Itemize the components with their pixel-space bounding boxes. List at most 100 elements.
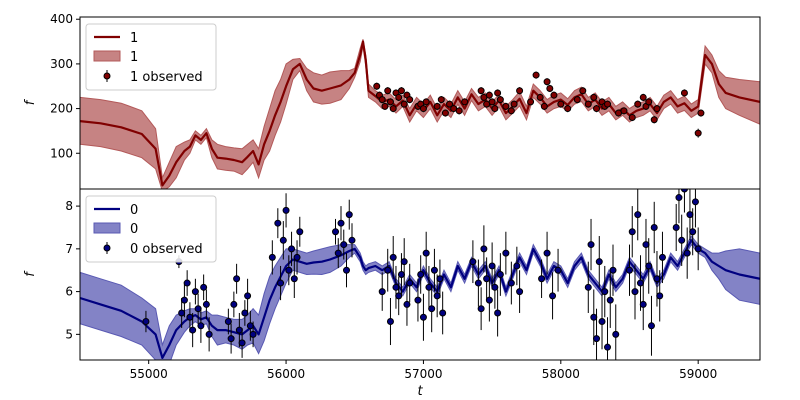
observed-point [639, 93, 647, 101]
observed-point [516, 288, 524, 296]
observed-point [373, 82, 381, 90]
observed-point [647, 322, 655, 330]
observed-point [606, 296, 614, 304]
observed-point [227, 335, 235, 343]
observed-point [550, 91, 558, 99]
legend-band-swatch [93, 50, 121, 62]
x-tick-label: 55000 [130, 367, 168, 381]
observed-point [658, 253, 666, 261]
observed-point [417, 271, 425, 278]
observed-point [241, 309, 249, 317]
y-tick-label: 100 [50, 146, 73, 160]
observed-point [656, 292, 664, 300]
observed-point [430, 266, 438, 274]
observed-point [406, 279, 414, 287]
y-axis-label: f [23, 270, 38, 277]
observed-point [230, 300, 238, 308]
observed-point [694, 129, 702, 137]
observed-point [414, 296, 422, 304]
observed-point [532, 71, 540, 79]
observed-point [678, 236, 686, 244]
observed-point [680, 189, 688, 193]
observed-point [691, 198, 699, 206]
observed-point [625, 266, 633, 274]
observed-point [598, 318, 606, 326]
observed-point [348, 236, 356, 244]
observed-point [573, 96, 581, 104]
observed-point [205, 330, 213, 338]
observed-point [593, 105, 601, 113]
observed-point [282, 206, 290, 214]
observed-point [477, 87, 485, 95]
observed-point [439, 309, 447, 317]
observed-point [494, 309, 502, 317]
observed-point [634, 100, 642, 108]
observed-point [274, 219, 282, 227]
observed-point [485, 296, 493, 304]
legend: 0 0 0 observed [85, 195, 217, 263]
observed-point [650, 223, 658, 231]
observed-point [277, 279, 285, 287]
y-tick-label: 7 [65, 242, 73, 256]
observed-point [425, 283, 433, 291]
observed-point [683, 249, 691, 257]
observed-point [554, 266, 562, 274]
y-tick-label: 8 [65, 199, 73, 213]
observed-point [142, 318, 150, 326]
observed-point [437, 96, 445, 104]
observed-point [386, 318, 394, 326]
observed-point [395, 292, 403, 300]
observed-point [422, 98, 430, 106]
observed-point [543, 78, 551, 86]
observed-point [238, 339, 246, 347]
observed-point [224, 318, 232, 326]
observed-point [397, 271, 405, 278]
observed-point [680, 89, 688, 97]
x-axis-label: t [417, 384, 423, 399]
observed-point [389, 253, 397, 261]
observed-point [549, 292, 557, 300]
observed-point [246, 322, 254, 330]
observed-point [593, 335, 601, 343]
observed-point [428, 305, 436, 313]
x-tick-label: 56000 [267, 367, 305, 381]
observed-point [290, 275, 298, 283]
observed-point [639, 300, 647, 308]
bottom-panel: 5 6 7 8 55000 56000 57000 58000 59000 f t 0 0 0 obser… [23, 188, 761, 399]
observed-point [590, 313, 598, 321]
observed-point [620, 107, 628, 115]
legend-band-label: 0 [130, 222, 138, 237]
observed-point [386, 98, 394, 106]
uncertainty-band [80, 39, 760, 189]
observed-point [469, 258, 477, 266]
observed-point [433, 292, 441, 300]
observed-point [628, 228, 636, 236]
x-tick-label: 59000 [679, 367, 717, 381]
observed-point [502, 102, 510, 110]
observed-point [590, 93, 598, 101]
observed-point [337, 219, 345, 227]
observed-point [564, 105, 572, 113]
observed-point [296, 228, 304, 236]
legend-box [85, 23, 217, 91]
observed-point [540, 102, 548, 110]
legend-box [85, 195, 217, 263]
observed-point [183, 279, 191, 287]
observed-point [343, 266, 351, 274]
observed-point [491, 105, 499, 113]
observed-point [609, 266, 617, 274]
observed-point [474, 279, 482, 287]
legend-points-label: 0 observed [130, 242, 203, 257]
legend-line-label: 1 [130, 31, 138, 46]
observed-point [645, 98, 653, 106]
observed-point [628, 114, 636, 122]
y-tick-label: 6 [65, 285, 73, 299]
x-tick-label: 58000 [542, 367, 580, 381]
observed-point [587, 241, 595, 249]
observed-point [395, 93, 403, 101]
observed-point [694, 245, 702, 253]
observed-point [595, 258, 603, 266]
observed-point [538, 275, 546, 283]
observed-point [233, 275, 241, 283]
observed-point [202, 300, 210, 308]
